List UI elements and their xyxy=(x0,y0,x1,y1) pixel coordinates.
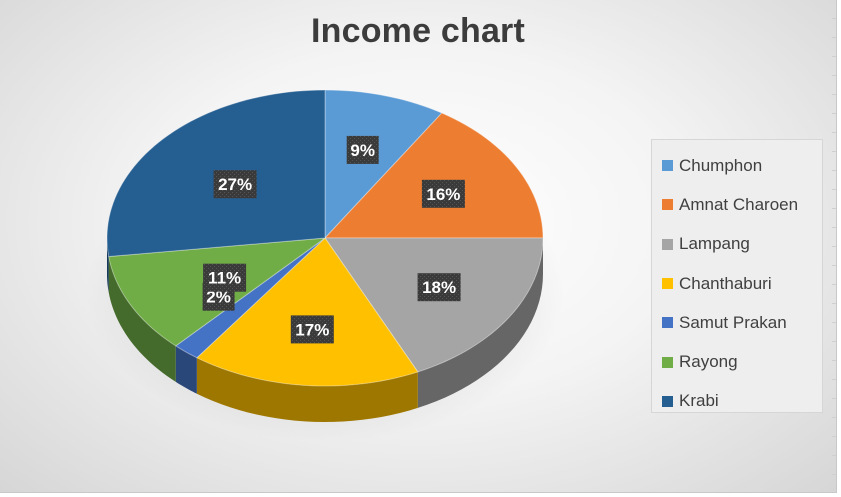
slice-side-lampang xyxy=(417,238,543,408)
data-label-text: 18% xyxy=(422,278,456,297)
legend: Chumphon Amnat Charoen Lampang Chanthaburi S… xyxy=(651,139,823,413)
legend-swatch xyxy=(662,395,673,407)
data-label-text: 16% xyxy=(426,185,460,204)
data-label-text: 9% xyxy=(350,141,375,160)
legend-item-krabi[interactable]: Krabi xyxy=(652,382,822,421)
data-label-box xyxy=(290,315,334,344)
data-label-rayong: 11% xyxy=(203,263,247,292)
legend-swatch xyxy=(662,356,673,368)
slice-side-krabi xyxy=(107,238,109,293)
legend-label: Lampang xyxy=(679,234,750,254)
legend-item-rayong[interactable]: Rayong xyxy=(652,342,822,381)
legend-swatch xyxy=(662,317,673,329)
data-label-text: 27% xyxy=(218,175,252,194)
data-label-text: 17% xyxy=(295,320,329,339)
slice-side-chanthaburi xyxy=(196,357,418,422)
data-label-krabi: 27% xyxy=(213,170,257,199)
data-label-chumphon: 9% xyxy=(346,135,379,164)
data-label-chanthaburi: 17% xyxy=(290,315,334,344)
slice-chumphon[interactable] xyxy=(324,89,443,240)
pie-sides xyxy=(107,238,543,422)
legend-item-chumphon[interactable]: Chumphon xyxy=(652,146,822,185)
gridline-edge xyxy=(832,0,836,492)
data-label-text: 11% xyxy=(208,269,241,288)
data-label-box xyxy=(346,135,379,164)
legend-label: Krabi xyxy=(679,391,719,411)
data-label-box xyxy=(203,263,247,292)
legend-item-lampang[interactable]: Lampang xyxy=(652,225,822,264)
slice-side-samut-prakan xyxy=(175,345,197,394)
legend-swatch xyxy=(662,278,673,290)
legend-label: Rayong xyxy=(679,352,738,372)
data-label-box xyxy=(417,273,461,302)
legend-label: Amnat Charoen xyxy=(679,194,799,214)
slice-chanthaburi[interactable] xyxy=(195,237,419,387)
legend-label: Chumphon xyxy=(679,155,763,175)
pie-labels: 9% 16% 18% 17% 2%11% 27% xyxy=(202,135,465,344)
slice-side-rayong xyxy=(108,256,176,382)
slice-amnat-charoen[interactable] xyxy=(323,112,544,239)
data-label-text: 2% xyxy=(206,288,231,307)
chart-title: Income chart xyxy=(310,12,526,50)
legend-swatch xyxy=(662,199,673,211)
legend-swatch xyxy=(662,238,673,250)
legend-label: Samut Prakan xyxy=(679,312,787,332)
legend-label: Chanthaburi xyxy=(679,273,772,293)
legend-item-amnat-charoen[interactable]: Amnat Charoen xyxy=(652,185,822,224)
data-label-amnat-charoen: 16% xyxy=(421,179,465,208)
legend-item-samut-prakan[interactable]: Samut Prakan xyxy=(652,303,822,342)
legend-item-chanthaburi[interactable]: Chanthaburi xyxy=(652,264,822,303)
data-label-box xyxy=(421,179,465,208)
data-label-lampang: 18% xyxy=(417,273,461,302)
slice-lampang[interactable] xyxy=(324,237,544,373)
legend-swatch xyxy=(662,160,673,172)
data-label-box xyxy=(213,170,257,199)
slice-samut-prakan[interactable] xyxy=(174,237,326,359)
